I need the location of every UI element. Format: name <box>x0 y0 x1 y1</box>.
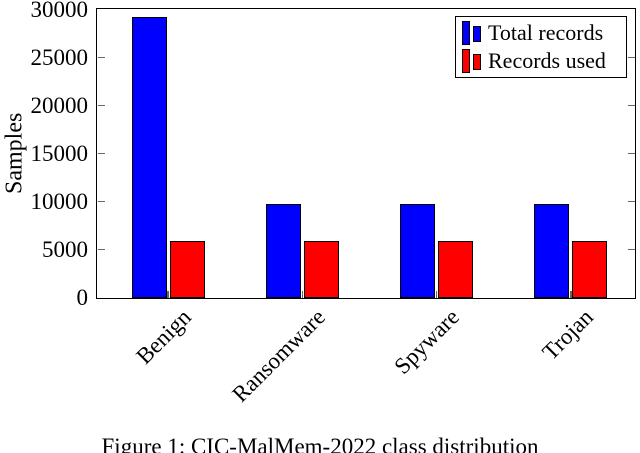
y-tick-label: 20000 <box>30 92 89 118</box>
y-tick-mark <box>97 152 105 155</box>
y-tick-label: 30000 <box>30 0 89 22</box>
records-used-bar-spyware <box>438 241 474 298</box>
y-tick-label: 25000 <box>30 44 89 70</box>
x-axis-label-ransomware: Ransomware <box>227 304 330 407</box>
legend-item-total-records: Total records <box>462 20 620 46</box>
x-tick-mark <box>435 291 438 298</box>
records-used-bar-benign <box>169 241 205 298</box>
y-tick-mark <box>97 248 105 251</box>
total-records-bar-ransomware <box>265 203 301 298</box>
y-tick-mark <box>627 152 635 155</box>
legend: Total records Records used <box>455 16 627 78</box>
y-tick-mark <box>627 248 635 251</box>
y-tick-mark <box>627 104 635 107</box>
x-axis-label-spyware: Spyware <box>389 304 465 379</box>
y-tick-label: 0 <box>76 284 89 310</box>
legend-label-total-records: Total records <box>488 20 604 46</box>
total-records-bar-benign <box>131 16 167 298</box>
y-tick-label: 5000 <box>42 236 88 262</box>
legend-item-records-used: Records used <box>462 48 620 74</box>
y-tick-label: 10000 <box>30 188 89 214</box>
legend-label-records-used: Records used <box>488 47 606 73</box>
total-records-bar-trojan <box>534 203 570 298</box>
y-tick-mark <box>97 200 105 203</box>
x-axis-label-benign: Benign <box>130 304 196 369</box>
x-axis-label-trojan: Trojan <box>537 304 599 365</box>
records-used-bar-trojan <box>572 241 608 298</box>
x-tick-mark <box>301 291 304 298</box>
x-tick-mark <box>167 291 169 298</box>
records-used-bar-ransomware <box>303 241 339 298</box>
y-tick-mark <box>627 56 635 59</box>
y-tick-mark <box>627 200 635 203</box>
records-used-swatch-icon <box>462 48 482 74</box>
y-tick-label: 15000 <box>30 140 89 166</box>
y-tick-mark <box>97 104 105 107</box>
total-records-swatch-icon <box>462 20 482 46</box>
y-tick-mark <box>97 56 105 59</box>
x-tick-mark <box>570 291 572 298</box>
figure-caption: Figure 1: CIC-MalMem-2022 class distribu… <box>101 434 539 453</box>
total-records-bar-spyware <box>400 203 436 298</box>
